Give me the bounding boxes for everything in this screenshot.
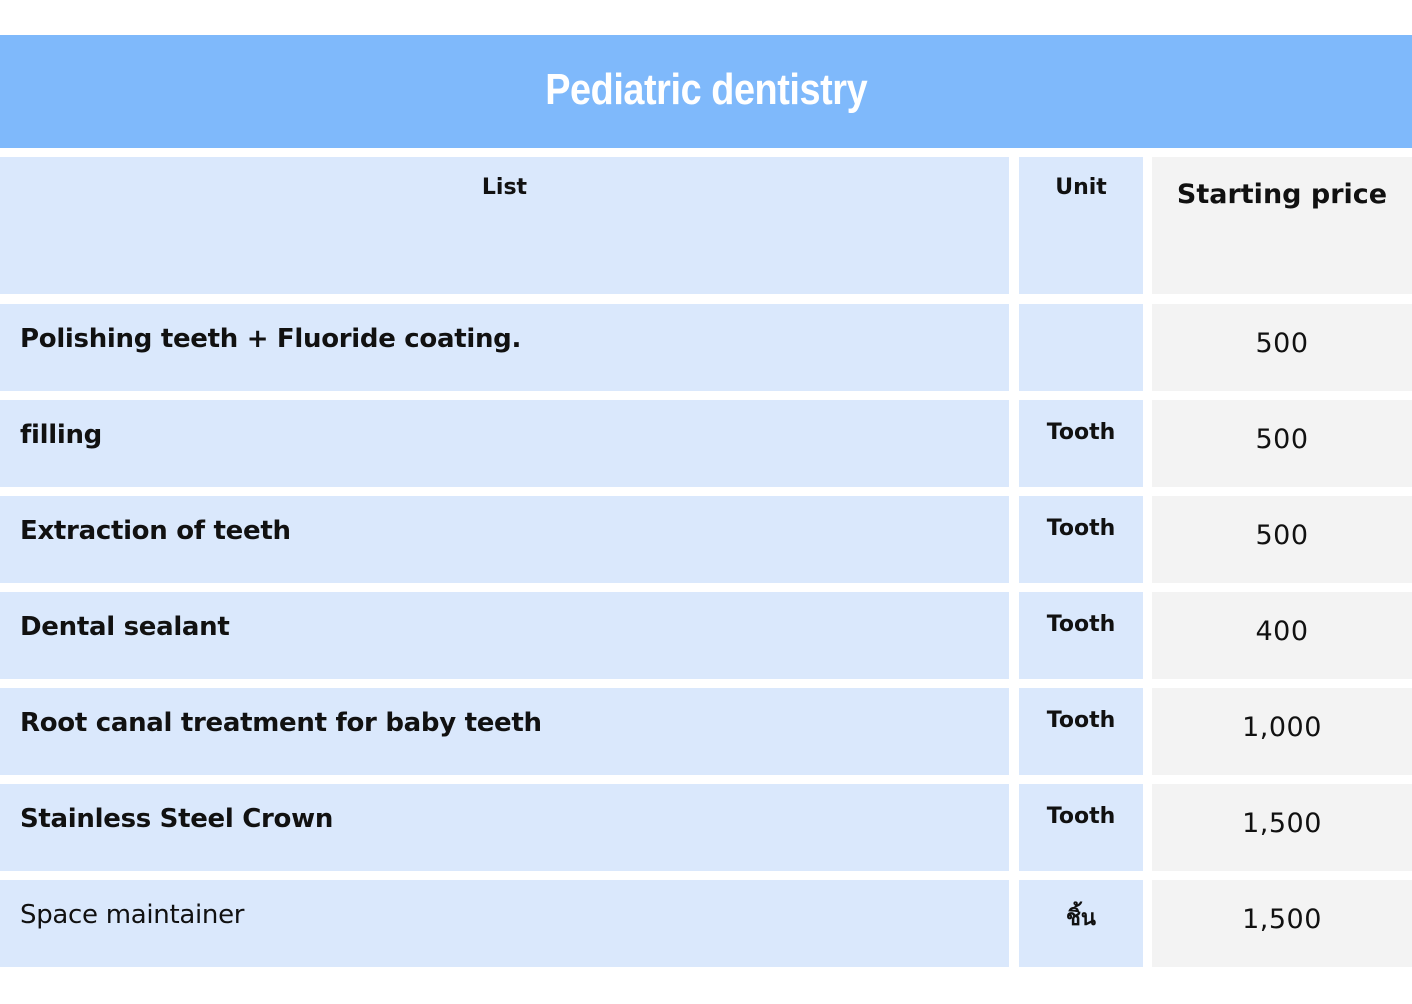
table-row-unit: ชิ้น [1019,880,1143,967]
table-row-label: Polishing teeth + Fluoride coating. [0,304,1009,391]
table-row-unit: Tooth [1019,400,1143,487]
header-unit: Unit [1019,157,1143,294]
table-row-label: Root canal treatment for baby teeth [0,688,1009,775]
table-row-price: 500 [1152,400,1412,487]
table-row-price: 500 [1152,304,1412,391]
header-list: List [0,157,1009,294]
page-title: Pediatric dentistry [545,64,867,114]
table-row-unit: Tooth [1019,688,1143,775]
table-row-unit [1019,304,1143,391]
table-row-price: 1,000 [1152,688,1412,775]
table-row-unit: Tooth [1019,496,1143,583]
table-row-label: filling [0,400,1009,487]
table-row-unit: Tooth [1019,592,1143,679]
table-row-label: Space maintainer [0,880,1009,967]
table-row-label: Dental sealant [0,592,1009,679]
table-row-price: 400 [1152,592,1412,679]
table-row-price: 1,500 [1152,784,1412,871]
header-starting-price: Starting price [1152,157,1412,294]
table-row-price: 500 [1152,496,1412,583]
table-row-label: Extraction of teeth [0,496,1009,583]
title-bar: Pediatric dentistry [0,35,1412,148]
table-row-unit: Tooth [1019,784,1143,871]
table-row-price: 1,500 [1152,880,1412,967]
table-row-label: Stainless Steel Crown [0,784,1009,871]
